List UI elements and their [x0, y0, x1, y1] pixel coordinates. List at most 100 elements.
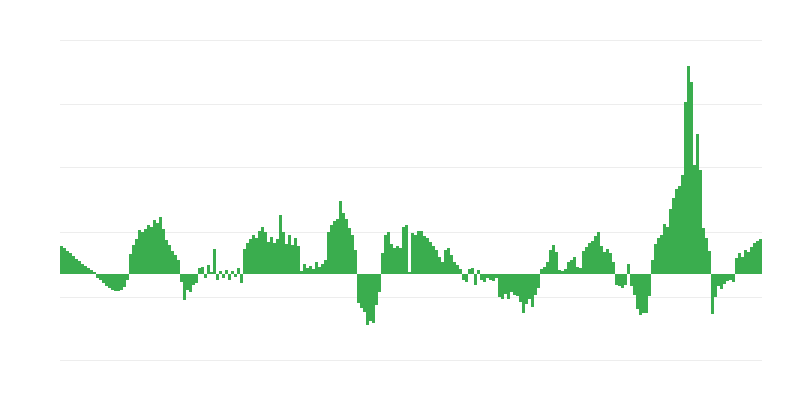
bar — [363, 274, 366, 312]
bar — [330, 225, 333, 274]
bar — [309, 266, 312, 274]
bar — [216, 274, 219, 280]
bar — [408, 272, 411, 274]
bar — [267, 242, 270, 274]
bar — [489, 274, 492, 280]
bar — [312, 269, 315, 274]
bar — [66, 251, 69, 274]
bar — [240, 274, 243, 283]
bar — [525, 274, 528, 304]
bar — [279, 215, 282, 274]
bar — [411, 233, 414, 274]
bar — [438, 257, 441, 274]
bar — [369, 274, 372, 321]
bar — [579, 268, 582, 274]
bar — [465, 274, 468, 282]
bar — [591, 241, 594, 274]
bar — [624, 274, 627, 285]
bar — [531, 274, 534, 307]
bar — [609, 253, 612, 274]
bar — [324, 260, 327, 274]
bar — [237, 268, 240, 274]
bar — [642, 274, 645, 313]
bar — [246, 243, 249, 274]
bar — [348, 228, 351, 274]
bar — [402, 227, 405, 274]
bar — [153, 220, 156, 274]
bar — [501, 274, 504, 299]
bar — [678, 186, 681, 274]
bar — [597, 232, 600, 274]
bar — [684, 102, 687, 274]
bar — [621, 274, 624, 288]
bar — [315, 262, 318, 274]
bar — [84, 266, 87, 274]
bar — [453, 262, 456, 274]
bar — [114, 274, 117, 291]
bar — [630, 274, 633, 286]
bar — [534, 274, 537, 295]
bar — [675, 189, 678, 274]
bar — [186, 274, 189, 290]
bar — [687, 66, 690, 274]
bar — [612, 262, 615, 274]
bar — [435, 250, 438, 274]
bar — [351, 235, 354, 274]
bar — [483, 274, 486, 282]
bar — [741, 257, 744, 274]
bar — [690, 82, 693, 274]
bar — [498, 274, 501, 297]
bar — [444, 250, 447, 274]
bar — [171, 251, 174, 274]
bar — [192, 274, 195, 285]
bar — [126, 274, 129, 280]
bar — [105, 274, 108, 286]
bar — [135, 239, 138, 274]
bar — [627, 264, 630, 274]
bar — [234, 274, 237, 277]
bar — [318, 267, 321, 274]
bar — [360, 274, 363, 308]
bar — [117, 274, 120, 291]
bar — [522, 274, 525, 313]
bar — [504, 274, 507, 294]
bar — [720, 274, 723, 289]
bar — [636, 274, 639, 309]
bar — [342, 213, 345, 274]
bar — [726, 274, 729, 281]
bar — [159, 217, 162, 274]
bar — [204, 274, 207, 278]
bar — [744, 250, 747, 274]
bar — [639, 274, 642, 315]
bar — [657, 238, 660, 274]
bar — [393, 248, 396, 274]
bar — [672, 198, 675, 274]
bar — [291, 245, 294, 274]
bar — [594, 236, 597, 274]
bar — [462, 274, 465, 280]
bar — [474, 274, 477, 285]
bar — [225, 270, 228, 274]
bar — [663, 224, 666, 274]
bar — [756, 241, 759, 274]
bar — [120, 274, 123, 290]
bar — [366, 274, 369, 325]
bar — [255, 238, 258, 274]
bar — [327, 232, 330, 274]
bar — [510, 274, 513, 292]
bar — [561, 271, 564, 274]
bar — [738, 253, 741, 274]
bar — [708, 251, 711, 274]
bar — [555, 252, 558, 274]
bar — [129, 254, 132, 274]
bar — [270, 237, 273, 274]
bar — [168, 245, 171, 274]
bar — [405, 225, 408, 274]
bar — [468, 269, 471, 274]
bar — [210, 272, 213, 274]
bar — [336, 219, 339, 274]
bar — [165, 240, 168, 274]
bar — [714, 274, 717, 297]
bar — [552, 245, 555, 274]
bar — [384, 235, 387, 274]
